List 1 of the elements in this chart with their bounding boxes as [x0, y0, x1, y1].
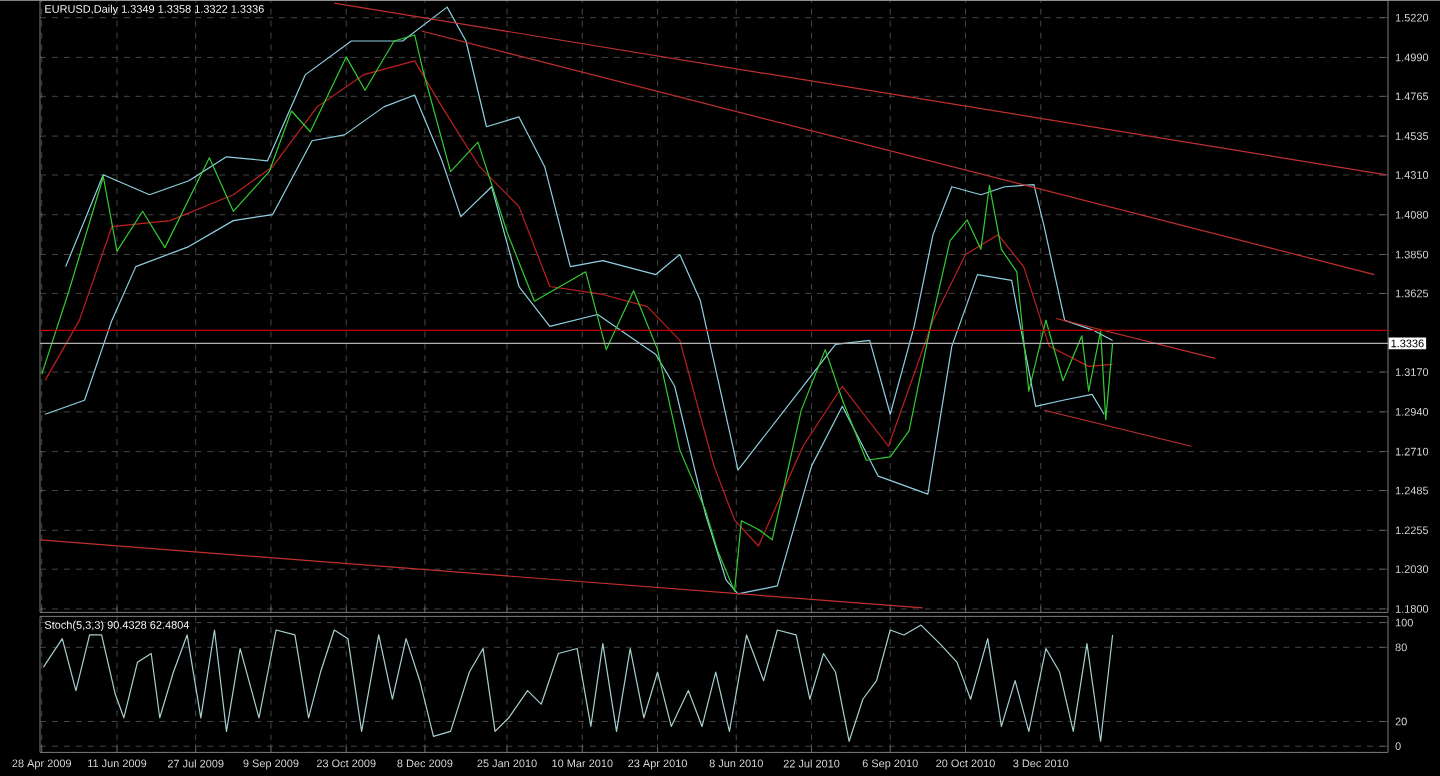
line-series [42, 624, 1114, 742]
